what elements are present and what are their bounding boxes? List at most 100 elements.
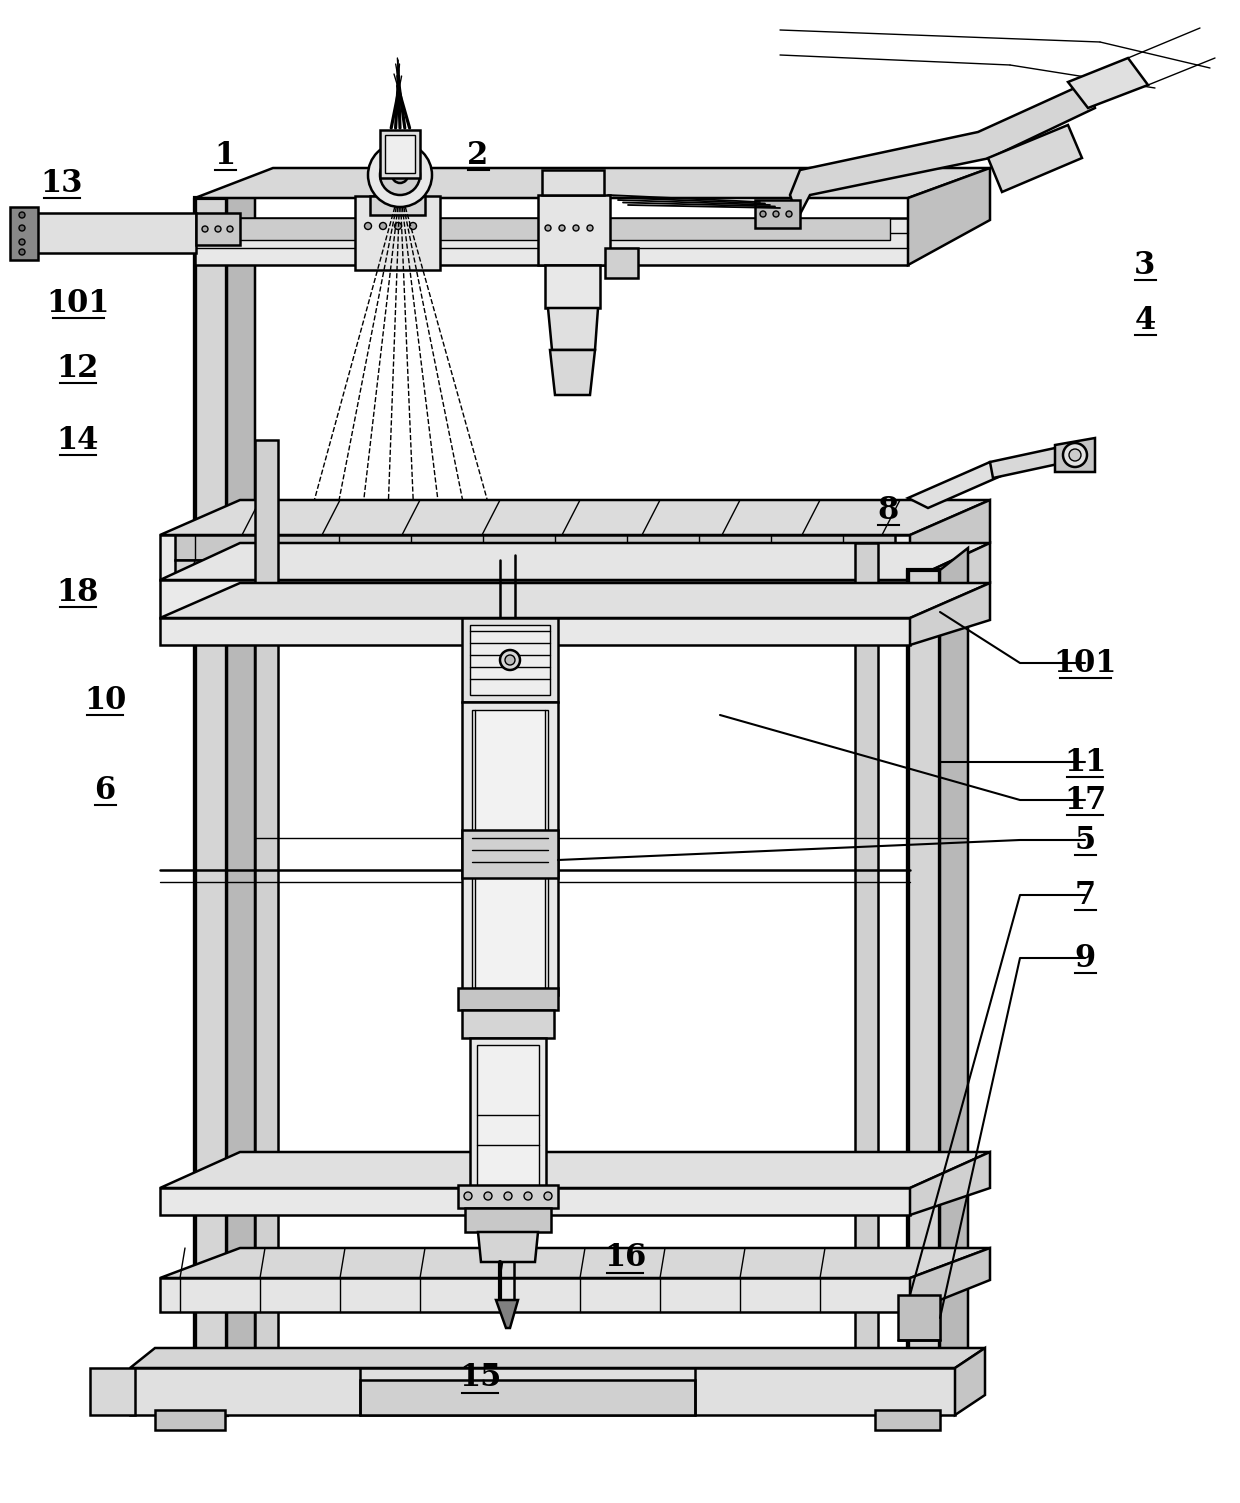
Polygon shape xyxy=(910,1151,990,1214)
Polygon shape xyxy=(35,213,196,253)
Polygon shape xyxy=(910,1247,990,1312)
Polygon shape xyxy=(465,1208,551,1232)
Polygon shape xyxy=(1055,437,1095,472)
Polygon shape xyxy=(910,543,990,618)
Polygon shape xyxy=(988,125,1083,192)
Polygon shape xyxy=(463,618,558,702)
Polygon shape xyxy=(790,83,1095,218)
Circle shape xyxy=(215,225,221,231)
Text: 4: 4 xyxy=(1135,305,1156,335)
Polygon shape xyxy=(548,308,598,350)
Polygon shape xyxy=(195,168,990,198)
Polygon shape xyxy=(477,1232,538,1263)
Polygon shape xyxy=(355,195,440,271)
Text: 10: 10 xyxy=(84,684,126,715)
Circle shape xyxy=(19,212,25,218)
Polygon shape xyxy=(10,207,38,260)
Text: 5: 5 xyxy=(1074,825,1096,855)
Circle shape xyxy=(379,155,420,195)
Polygon shape xyxy=(955,1348,985,1414)
Polygon shape xyxy=(160,1278,910,1312)
Polygon shape xyxy=(856,543,878,1371)
Text: 13: 13 xyxy=(41,167,83,198)
Polygon shape xyxy=(940,549,968,1414)
Polygon shape xyxy=(755,200,800,228)
Circle shape xyxy=(500,649,520,670)
Polygon shape xyxy=(605,248,639,278)
Circle shape xyxy=(484,1192,492,1199)
Polygon shape xyxy=(470,1039,546,1195)
Circle shape xyxy=(365,222,372,230)
Polygon shape xyxy=(908,461,1011,508)
Polygon shape xyxy=(160,535,910,580)
Circle shape xyxy=(503,1192,512,1199)
Polygon shape xyxy=(227,177,255,1414)
Circle shape xyxy=(19,225,25,231)
Text: 8: 8 xyxy=(878,494,899,526)
Polygon shape xyxy=(542,170,604,195)
Circle shape xyxy=(19,249,25,256)
Polygon shape xyxy=(472,709,548,987)
Circle shape xyxy=(19,239,25,245)
Polygon shape xyxy=(160,1187,910,1214)
Polygon shape xyxy=(875,1410,940,1429)
Circle shape xyxy=(409,222,417,230)
Text: 18: 18 xyxy=(57,577,99,607)
Text: 6: 6 xyxy=(94,774,115,806)
Polygon shape xyxy=(551,350,595,395)
Circle shape xyxy=(773,210,779,216)
Polygon shape xyxy=(898,1296,940,1341)
Text: 2: 2 xyxy=(467,140,489,170)
Polygon shape xyxy=(195,198,227,1414)
Polygon shape xyxy=(910,500,990,580)
Polygon shape xyxy=(538,195,610,265)
Polygon shape xyxy=(1068,59,1148,108)
Circle shape xyxy=(394,222,402,230)
Polygon shape xyxy=(195,218,908,265)
Circle shape xyxy=(505,655,515,664)
Text: 14: 14 xyxy=(57,424,99,455)
Polygon shape xyxy=(463,702,558,995)
Polygon shape xyxy=(458,987,558,1010)
Polygon shape xyxy=(160,1151,990,1187)
Text: 9: 9 xyxy=(1074,942,1096,974)
Text: 16: 16 xyxy=(604,1243,646,1273)
Polygon shape xyxy=(458,1184,558,1208)
Circle shape xyxy=(786,210,792,216)
Polygon shape xyxy=(546,265,600,308)
Polygon shape xyxy=(370,195,425,215)
Circle shape xyxy=(368,143,432,207)
Polygon shape xyxy=(160,618,910,645)
Polygon shape xyxy=(175,561,895,580)
Circle shape xyxy=(546,225,551,231)
Polygon shape xyxy=(160,1247,990,1278)
Text: 7: 7 xyxy=(1074,879,1096,911)
Polygon shape xyxy=(91,1368,135,1414)
Polygon shape xyxy=(219,218,890,240)
Circle shape xyxy=(464,1192,472,1199)
Polygon shape xyxy=(130,1368,955,1414)
Circle shape xyxy=(202,225,208,231)
Polygon shape xyxy=(160,543,990,580)
Polygon shape xyxy=(990,448,1058,478)
Text: 11: 11 xyxy=(1064,747,1106,777)
Polygon shape xyxy=(463,1010,554,1039)
Circle shape xyxy=(525,1192,532,1199)
Polygon shape xyxy=(160,583,990,618)
Polygon shape xyxy=(175,535,895,561)
Circle shape xyxy=(1069,449,1081,461)
Polygon shape xyxy=(910,583,990,645)
Polygon shape xyxy=(470,625,551,694)
Bar xyxy=(384,135,415,173)
Text: 1: 1 xyxy=(215,140,236,170)
Text: 101: 101 xyxy=(1053,648,1117,678)
Polygon shape xyxy=(160,500,990,535)
Polygon shape xyxy=(160,580,910,618)
Polygon shape xyxy=(130,1348,985,1368)
Polygon shape xyxy=(255,440,278,1371)
Bar xyxy=(379,129,420,177)
Circle shape xyxy=(1063,443,1087,467)
Polygon shape xyxy=(477,1045,539,1187)
Circle shape xyxy=(760,210,766,216)
Text: 15: 15 xyxy=(459,1363,501,1393)
